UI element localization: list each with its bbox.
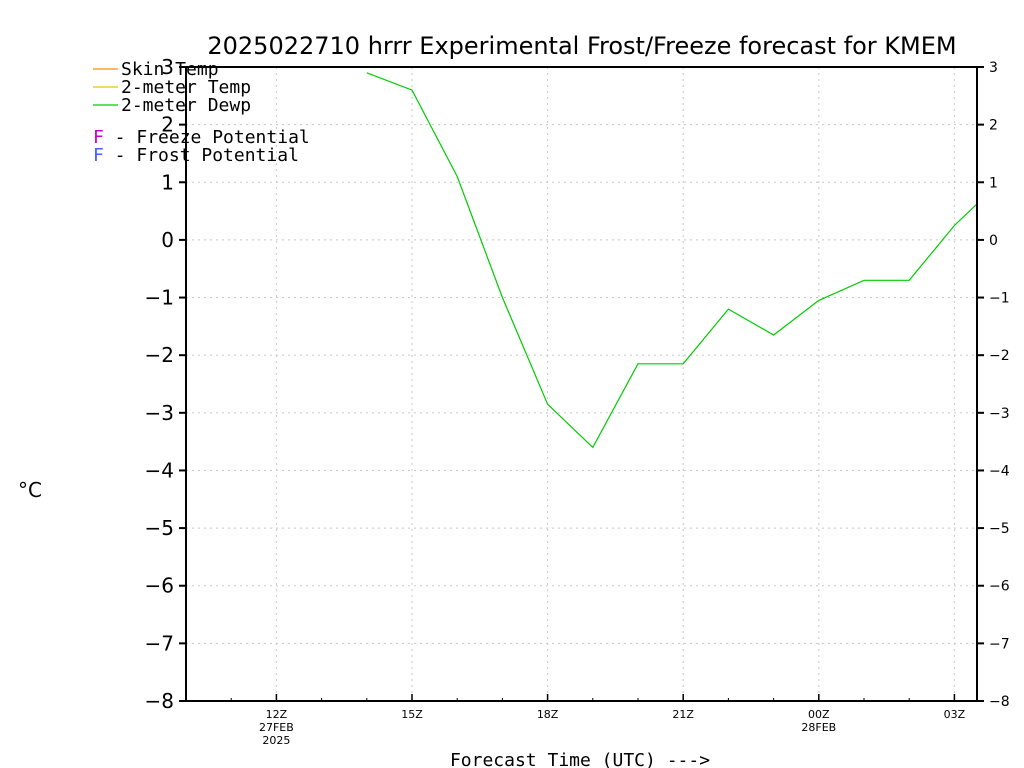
potential-legend-label: - Frost Potential xyxy=(104,145,299,166)
y-tick-label-right: −4 xyxy=(989,463,1010,479)
y-tick-label-left: 1 xyxy=(161,170,174,194)
x-tick-label: 12Z xyxy=(266,708,288,721)
series-line-dewpoint xyxy=(366,72,977,449)
y-axis-unit-label: °C xyxy=(18,478,42,502)
plot-frame xyxy=(185,66,978,702)
y-tick-label-right: −7 xyxy=(989,636,1010,652)
y-tick-label-right: 0 xyxy=(989,233,998,249)
y-tick-label-right: −1 xyxy=(989,291,1010,307)
x-tick-sublabel: 27FEB xyxy=(259,721,294,734)
y-tick-label-right: −8 xyxy=(989,694,1010,710)
axis-ticks: 3 3 2 2 1 1 0 0 −1 −1 −2 −2 −3 −3 −4 −4 −5 −5 −6 −6 −7 −7 −8 −8… xyxy=(145,55,1010,747)
y-tick-label-right: 2 xyxy=(989,118,998,134)
potential-legend-entry: F - Freeze Potential xyxy=(93,127,310,148)
y-tick-label-left: −5 xyxy=(145,516,174,540)
x-tick-sublabel: 2025 xyxy=(262,734,290,747)
y-tick-label-left: 3 xyxy=(161,55,174,79)
chart-title: 2025022710 hrrr Experimental Frost/Freez… xyxy=(207,32,956,60)
series-layer xyxy=(366,72,977,449)
grid xyxy=(186,67,977,701)
potential-legend-letter: F xyxy=(93,127,104,148)
y-tick-label-left: −4 xyxy=(145,458,174,482)
x-tick-sublabel: 28FEB xyxy=(801,721,836,734)
x-tick-label: 15Z xyxy=(401,708,423,721)
y-tick-label-left: −7 xyxy=(145,631,174,655)
x-tick-label: 00Z xyxy=(808,708,830,721)
legend-label: Skin Temp xyxy=(121,59,219,80)
y-tick-label-right: 1 xyxy=(989,175,998,191)
legend-label: 2-meter Temp xyxy=(121,77,251,98)
potential-legend-label: - Freeze Potential xyxy=(104,127,310,148)
y-tick-label-right: −2 xyxy=(989,348,1010,364)
y-tick-label-left: −3 xyxy=(145,401,174,425)
y-tick-label-left: 2 xyxy=(161,113,174,137)
x-tick-label: 18Z xyxy=(537,708,559,721)
y-tick-label-left: 0 xyxy=(161,228,174,252)
y-tick-label-left: −6 xyxy=(145,574,174,598)
y-tick-label-left: −2 xyxy=(145,343,174,367)
x-tick-label: 21Z xyxy=(672,708,694,721)
y-tick-label-right: −3 xyxy=(989,406,1010,422)
y-tick-label-right: −5 xyxy=(989,521,1010,537)
y-tick-label-left: −1 xyxy=(145,286,174,310)
x-tick-label: 03Z xyxy=(944,708,966,721)
y-tick-label-right: −6 xyxy=(989,579,1010,595)
potential-legend-entry: F - Frost Potential xyxy=(93,145,299,166)
legend-label: 2-meter Dewp xyxy=(121,95,251,116)
x-axis-label: Forecast Time (UTC) ---> xyxy=(450,750,710,768)
potential-legend-letter: F xyxy=(93,145,104,166)
y-tick-label-right: 3 xyxy=(989,60,998,76)
y-tick-label-left: −8 xyxy=(145,689,174,713)
